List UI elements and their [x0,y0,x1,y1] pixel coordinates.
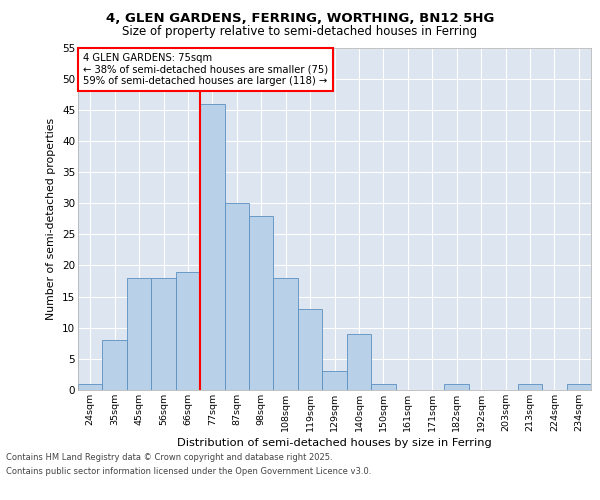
Bar [322,372,347,390]
X-axis label: Distribution of semi-detached houses by size in Ferring: Distribution of semi-detached houses by … [177,438,492,448]
Bar [151,278,176,390]
Bar [78,384,103,390]
Bar [347,334,371,390]
Bar [224,203,249,390]
Y-axis label: Number of semi-detached properties: Number of semi-detached properties [46,118,56,320]
Bar [274,278,298,390]
Bar [103,340,127,390]
Bar [200,104,224,390]
Text: Contains HM Land Registry data © Crown copyright and database right 2025.: Contains HM Land Registry data © Crown c… [6,454,332,462]
Text: Contains public sector information licensed under the Open Government Licence v3: Contains public sector information licen… [6,467,371,476]
Bar [249,216,274,390]
Text: Size of property relative to semi-detached houses in Ferring: Size of property relative to semi-detach… [122,25,478,38]
Text: 4 GLEN GARDENS: 75sqm
← 38% of semi-detached houses are smaller (75)
59% of semi: 4 GLEN GARDENS: 75sqm ← 38% of semi-deta… [83,52,328,86]
Bar [298,309,322,390]
Bar [566,384,591,390]
Bar [518,384,542,390]
Text: 4, GLEN GARDENS, FERRING, WORTHING, BN12 5HG: 4, GLEN GARDENS, FERRING, WORTHING, BN12… [106,12,494,26]
Bar [445,384,469,390]
Bar [127,278,151,390]
Bar [371,384,395,390]
Bar [176,272,200,390]
